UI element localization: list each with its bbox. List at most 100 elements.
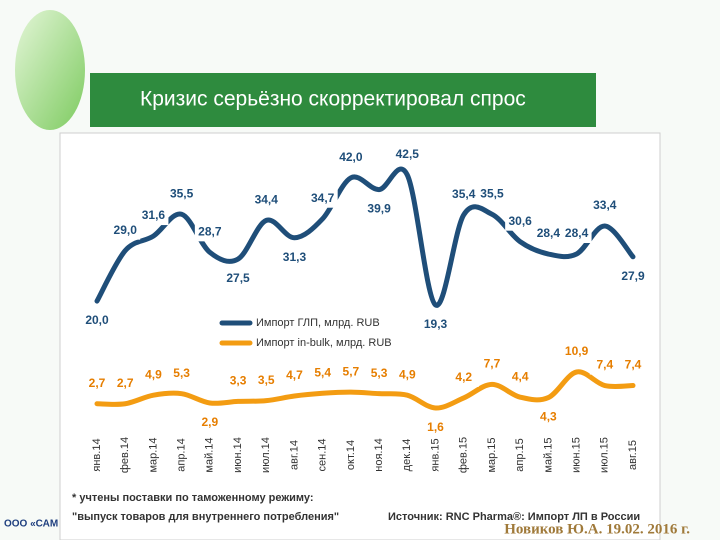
data-label: 4,7 bbox=[286, 368, 303, 382]
slide-title: Кризис серьёзно скорректировал спрос bbox=[140, 88, 526, 111]
company: ООО «САМ bbox=[4, 519, 58, 530]
data-label: 5,4 bbox=[314, 365, 331, 379]
footnote: "выпуск товаров для внутреннего потребле… bbox=[72, 511, 339, 523]
data-label: 7,4 bbox=[625, 358, 642, 372]
data-label: 28,7 bbox=[198, 224, 222, 238]
data-label: 3,5 bbox=[258, 373, 275, 387]
x-tick-label: май.14 bbox=[204, 437, 216, 472]
label-box bbox=[307, 364, 338, 383]
data-label: 35,4 bbox=[452, 187, 476, 201]
data-label: 27,5 bbox=[226, 271, 250, 285]
data-label: 42,5 bbox=[396, 147, 420, 161]
label-box bbox=[194, 413, 225, 432]
data-label: 4,4 bbox=[512, 369, 529, 383]
x-tick-label: янв.14 bbox=[91, 438, 103, 471]
label-box bbox=[561, 343, 592, 361]
label-box bbox=[364, 200, 395, 219]
data-label: 2,7 bbox=[89, 376, 106, 390]
x-tick-label: июл.15 bbox=[599, 437, 611, 473]
label-box bbox=[420, 316, 451, 334]
label-box bbox=[138, 366, 169, 385]
label-box bbox=[618, 267, 648, 286]
label-box bbox=[279, 248, 310, 267]
data-label: 4,2 bbox=[455, 370, 472, 384]
label-box bbox=[110, 374, 141, 393]
x-tick-label: июл.14 bbox=[260, 437, 272, 473]
label-box bbox=[448, 185, 479, 204]
x-tick-label: фев.14 bbox=[119, 437, 131, 473]
label-box bbox=[251, 371, 282, 390]
label-box bbox=[223, 372, 254, 391]
data-label: 20,0 bbox=[85, 313, 109, 327]
leaf-decoration bbox=[15, 10, 85, 130]
label-box bbox=[335, 363, 366, 382]
x-tick-label: авг.15 bbox=[627, 440, 639, 470]
data-label: 35,5 bbox=[480, 186, 504, 200]
label-box bbox=[589, 356, 620, 375]
data-label: 19,3 bbox=[424, 317, 448, 331]
label-box bbox=[476, 355, 507, 374]
label-box bbox=[533, 225, 564, 244]
data-label: 10,9 bbox=[565, 344, 589, 358]
data-label: 7,7 bbox=[484, 357, 501, 371]
data-label: 1,6 bbox=[427, 420, 444, 434]
label-box bbox=[82, 374, 112, 393]
x-tick-label: янв.15 bbox=[429, 438, 441, 471]
label-box bbox=[307, 189, 338, 208]
data-label: 3,3 bbox=[230, 374, 247, 388]
plot: янв.14 фев.14 мар.14 апр.14 май.14 июн.14 июл.… bbox=[82, 146, 648, 473]
x-tick-label: фев.15 bbox=[458, 437, 470, 473]
data-label: 4,3 bbox=[540, 410, 557, 424]
label-box bbox=[392, 366, 423, 385]
label-box bbox=[364, 364, 395, 383]
data-label: 29,0 bbox=[114, 223, 138, 237]
data-label: 28,4 bbox=[565, 226, 589, 240]
label-box bbox=[194, 223, 225, 242]
data-label: 27,9 bbox=[621, 269, 645, 283]
label-box bbox=[505, 212, 536, 231]
label-box bbox=[533, 408, 564, 427]
x-tick-label: июн.14 bbox=[232, 437, 244, 473]
label-box bbox=[223, 270, 254, 289]
data-label: 5,3 bbox=[371, 366, 388, 380]
label-box bbox=[279, 367, 310, 385]
label-box bbox=[335, 148, 366, 167]
x-tick-label: апр.15 bbox=[514, 438, 526, 471]
footnote: * учтены поставки по таможенному режиму: bbox=[72, 492, 314, 504]
data-label: 5,3 bbox=[173, 366, 190, 380]
label-box bbox=[138, 207, 169, 226]
label-box bbox=[166, 185, 197, 204]
label-box bbox=[82, 312, 112, 331]
x-tick-label: авг.14 bbox=[288, 440, 300, 470]
data-label: 31,6 bbox=[142, 208, 166, 222]
x-tick-label: май.15 bbox=[542, 437, 554, 472]
x-tick-label: сен.14 bbox=[317, 439, 329, 472]
x-tick-label: дек.14 bbox=[401, 439, 413, 472]
x-tick-label: мар.15 bbox=[486, 437, 498, 472]
label-box bbox=[589, 196, 620, 215]
legend-label: Импорт ГЛП, млрд. RUB bbox=[256, 317, 380, 329]
data-label: 7,4 bbox=[596, 358, 613, 372]
data-label: 4,9 bbox=[145, 367, 162, 381]
label-box bbox=[420, 419, 451, 437]
x-tick-label: окт.14 bbox=[345, 440, 357, 470]
data-label: 2,7 bbox=[117, 376, 134, 390]
data-label: 2,9 bbox=[201, 415, 218, 429]
label-box bbox=[561, 225, 592, 244]
x-tick-label: апр.14 bbox=[176, 438, 188, 471]
label-box bbox=[618, 356, 648, 375]
label-box bbox=[110, 221, 141, 240]
data-label: 28,4 bbox=[537, 226, 561, 240]
series-line bbox=[94, 369, 636, 411]
data-label: 39,9 bbox=[367, 202, 391, 216]
x-tick-label: мар.14 bbox=[147, 437, 159, 472]
legend-label: Импорт in-bulk, млрд. RUB bbox=[256, 337, 392, 349]
source: Источник: RNC Pharma®: Импорт ЛП в Росси… bbox=[388, 511, 640, 523]
data-label: 34,7 bbox=[311, 191, 335, 205]
data-label: 5,7 bbox=[343, 364, 360, 378]
data-label: 34,4 bbox=[255, 193, 279, 207]
x-tick-label: июн.15 bbox=[570, 437, 582, 473]
data-label: 4,9 bbox=[399, 367, 416, 381]
x-tick-label: ноя.14 bbox=[373, 438, 385, 471]
